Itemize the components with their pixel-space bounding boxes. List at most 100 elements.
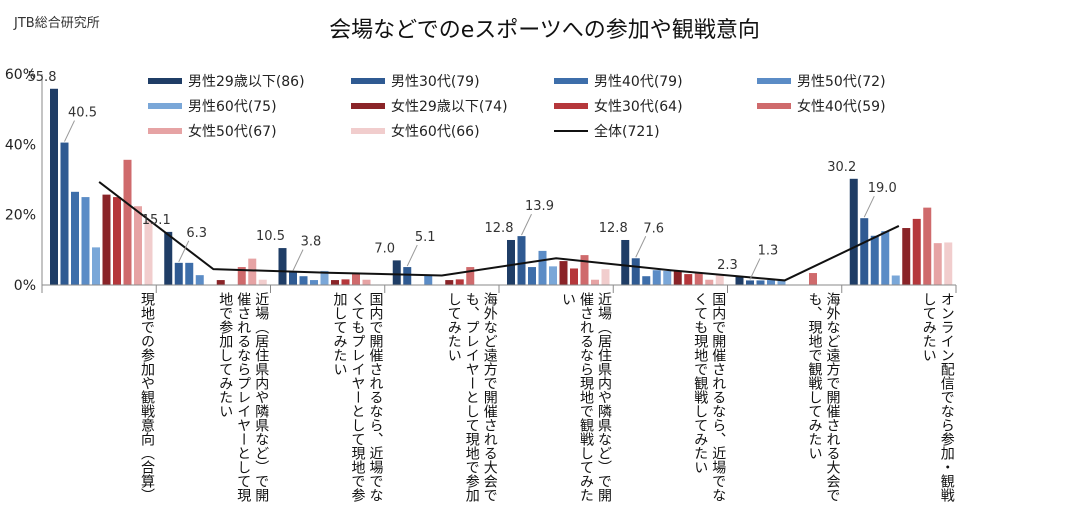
bar <box>278 248 287 285</box>
category-label: 国内で開催されるなら、近場でなくてもプレイヤーとして現地で参加してみたい <box>331 292 384 502</box>
data-label: 13.9 <box>525 199 554 214</box>
data-label-leader <box>178 240 190 263</box>
data-label: 2.3 <box>717 258 738 273</box>
bar <box>891 275 900 285</box>
legend-label: 男性50代(72) <box>797 74 886 90</box>
bar <box>144 220 153 285</box>
data-label: 30.2 <box>827 160 856 175</box>
y-tick-label: 0% <box>14 278 36 294</box>
data-label: 1.3 <box>758 243 779 258</box>
bar <box>289 271 297 285</box>
bar <box>362 279 371 285</box>
data-label: 12.8 <box>599 221 628 236</box>
bar <box>71 191 79 285</box>
bar <box>767 280 775 285</box>
legend-swatch <box>554 103 588 109</box>
bar <box>403 267 412 285</box>
category-label: 近場（居住県内や隣県など）で開催されるならプレイヤーとして現地で参加してみたい <box>217 292 270 502</box>
bar <box>50 88 58 286</box>
data-label: 6.3 <box>186 226 207 241</box>
legend-label: 女性50代(67) <box>188 123 277 140</box>
bar <box>860 218 869 285</box>
bar <box>341 279 350 285</box>
bar <box>392 260 401 285</box>
legend-swatch <box>148 78 182 84</box>
bar <box>445 280 454 285</box>
data-label: 12.8 <box>485 221 514 236</box>
bar <box>570 268 578 285</box>
bar <box>902 228 911 285</box>
data-label: 5.1 <box>415 230 436 245</box>
legend-label: 女性30代(64) <box>594 98 683 115</box>
bar <box>933 243 942 285</box>
bar <box>195 275 204 285</box>
legend-label: 女性60代(66) <box>391 123 480 140</box>
bar <box>756 280 765 285</box>
data-label: 40.5 <box>68 106 97 121</box>
bar <box>652 270 661 285</box>
bar <box>299 276 308 285</box>
data-label-leader <box>863 195 875 218</box>
legend-swatch <box>351 128 385 134</box>
bar <box>102 194 111 285</box>
legend-label: 全体(721) <box>594 123 660 140</box>
data-label-leader <box>64 120 75 142</box>
bar <box>258 279 267 285</box>
bar <box>684 274 693 285</box>
legend-swatch <box>757 103 791 109</box>
bar <box>849 178 858 285</box>
category-label: 海外など遠方で開催される大会でも、プレイヤーとして現地で参加してみたい <box>445 292 498 502</box>
category-label: 現地での参加や観戦意向（合算） <box>139 292 155 502</box>
bar <box>735 276 744 285</box>
bar <box>591 279 599 285</box>
bar <box>60 142 69 285</box>
bar <box>631 258 640 285</box>
bar <box>881 231 890 285</box>
bar <box>134 206 142 285</box>
bar <box>809 273 817 285</box>
bar <box>777 280 786 285</box>
legend-swatch <box>351 78 385 84</box>
bar <box>549 266 557 285</box>
bar <box>113 197 121 285</box>
bar <box>123 159 132 285</box>
legend-swatch <box>148 128 182 134</box>
bar <box>174 262 183 285</box>
bar <box>912 218 921 285</box>
bar <box>944 242 953 285</box>
legend-label: 女性29歳以下(74) <box>391 98 508 115</box>
bar <box>580 255 589 285</box>
bar <box>528 267 536 285</box>
bar <box>538 250 547 285</box>
bar <box>352 273 360 285</box>
legend-label: 男性40代(79) <box>594 74 683 90</box>
bar <box>517 236 526 285</box>
bar <box>455 279 464 285</box>
legend-swatch <box>351 103 385 109</box>
legend-swatch <box>148 103 182 109</box>
data-label-leader <box>749 258 761 280</box>
data-label-leader <box>406 244 418 267</box>
bar <box>164 231 173 285</box>
bar <box>185 262 194 285</box>
bar <box>621 239 630 285</box>
y-tick-label: 20% <box>5 208 36 224</box>
bar <box>310 280 318 285</box>
bar <box>92 247 100 285</box>
legend-swatch <box>554 78 588 84</box>
category-label: オンライン配信でなら参加・観戦してみたい <box>920 292 955 502</box>
bar <box>923 207 932 285</box>
legend-label: 女性40代(59) <box>797 98 886 115</box>
total-line <box>98 181 900 282</box>
data-label: 7.6 <box>643 221 664 236</box>
data-label-leader <box>635 236 647 258</box>
data-label-leader <box>292 249 304 271</box>
data-label: 3.8 <box>301 235 322 250</box>
bar <box>870 235 879 285</box>
y-tick-label: 60% <box>5 67 36 83</box>
data-label-leader <box>521 213 532 236</box>
bar <box>466 267 475 285</box>
data-label: 19.0 <box>868 181 897 196</box>
category-label: 海外など遠方で開催される大会でも、現地で観戦してみたい <box>806 292 841 502</box>
